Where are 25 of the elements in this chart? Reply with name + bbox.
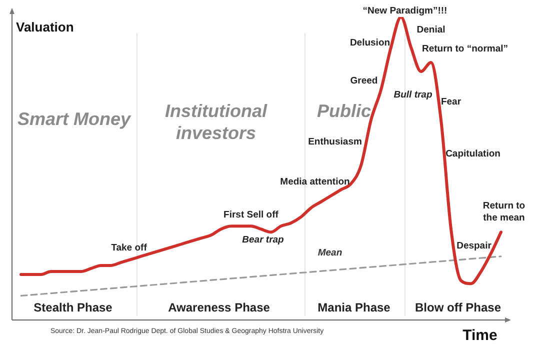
- text: “New Paradigm”!!!: [362, 6, 448, 17]
- annotation: Bull trap: [394, 90, 432, 101]
- annotation: Return to “normal”: [422, 44, 508, 55]
- annotation: Stealth Phase: [34, 300, 113, 314]
- annotation: Take off: [111, 242, 148, 254]
- annotation: First Sell off: [224, 210, 280, 221]
- x-axis-title: Time: [462, 327, 498, 344]
- annotation: Enthusiasm: [308, 136, 362, 148]
- annotation: Public: [316, 100, 372, 121]
- annotation: Bear trap: [242, 234, 284, 246]
- annotation: Awareness Phase: [168, 300, 270, 314]
- annotation: Denial: [416, 24, 446, 36]
- annotation: Delusion: [350, 38, 390, 49]
- annotation: Mania Phase: [318, 300, 391, 314]
- annotation: Smart Money: [17, 108, 132, 129]
- y-axis-title: Valuation: [16, 20, 74, 35]
- annotation: Capitulation: [446, 148, 501, 160]
- annotation: Greed: [350, 76, 378, 87]
- annotation: Return to the mean: [482, 200, 526, 224]
- annotation: Media attention: [280, 176, 350, 188]
- annotation: Fear: [440, 96, 462, 108]
- series-label: Mean: [318, 248, 342, 259]
- annotation: Blow off Phase: [414, 300, 502, 314]
- annotation: Despair: [456, 240, 492, 252]
- annotation: Institutional investors: [165, 100, 268, 143]
